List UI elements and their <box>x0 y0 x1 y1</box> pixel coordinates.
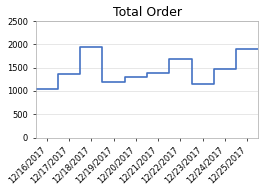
Title: Total Order: Total Order <box>112 6 182 19</box>
